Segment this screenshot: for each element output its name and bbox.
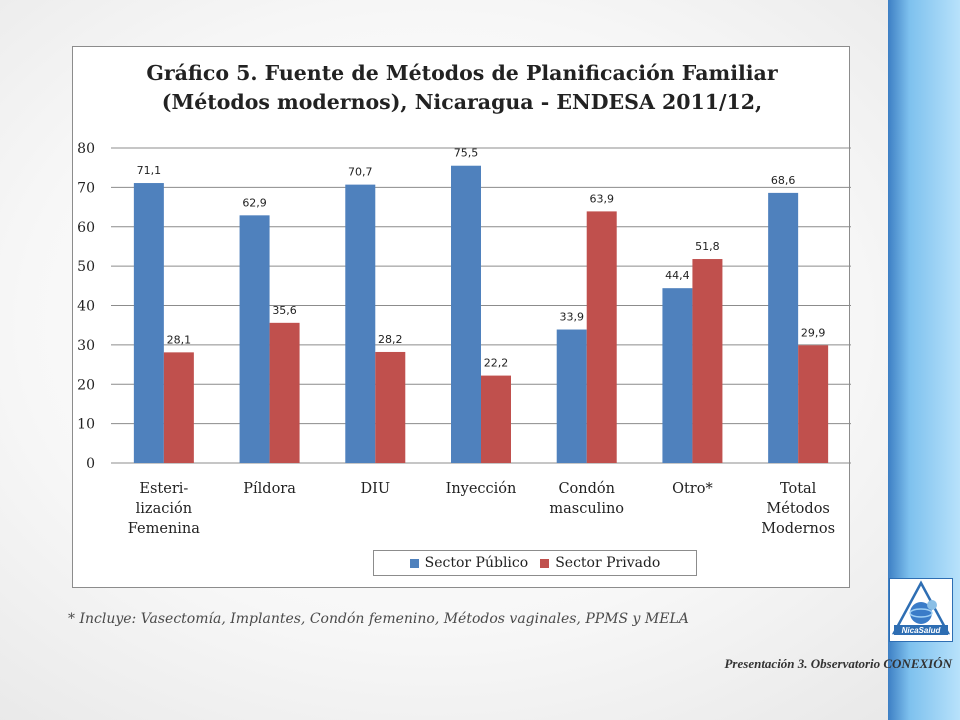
x-tick-label: Otro* (672, 481, 713, 497)
y-tick-label: 50 (77, 259, 95, 275)
bar (345, 184, 376, 463)
bar (662, 288, 693, 463)
x-tick-label: Píldora (243, 481, 296, 497)
x-tick-label: Modernos (761, 521, 835, 537)
data-label: 63,9 (589, 192, 614, 205)
data-label: 70,7 (348, 166, 373, 179)
bar (239, 215, 270, 463)
data-label: 68,6 (771, 174, 796, 187)
x-tick-label: lización (136, 501, 192, 517)
bar (269, 322, 300, 463)
legend-item-sector-publico: Sector Público (409, 555, 529, 571)
nicasalud-logo: NicaSalud (889, 578, 953, 642)
bar (133, 183, 164, 463)
data-label: 71,1 (137, 164, 162, 177)
legend-label-sector-privado: Sector Privado (555, 555, 661, 571)
data-label: 62,9 (242, 196, 266, 209)
y-tick-label: 70 (77, 180, 95, 196)
legend-swatch-sector-privado (540, 558, 550, 568)
chart-legend: Sector Público Sector Privado (373, 550, 697, 576)
x-tick-label: Esteri- (139, 481, 188, 497)
legend-label-sector-publico: Sector Público (424, 555, 529, 571)
y-tick-label: 80 (77, 141, 95, 157)
chart-title-line-1: Gráfico 5. Fuente de Métodos de Planific… (146, 61, 778, 85)
chart-container: Gráfico 5. Fuente de Métodos de Planific… (72, 46, 851, 588)
bar (556, 329, 587, 463)
y-tick-label: 40 (77, 299, 95, 315)
data-label: 28,2 (378, 333, 403, 346)
y-tick-label: 30 (77, 338, 95, 354)
footnote: * Incluye: Vasectomía, Implantes, Condón… (68, 611, 689, 627)
data-label: 33,9 (559, 311, 584, 324)
legend-swatch-sector-publico (409, 558, 419, 568)
bar (163, 352, 194, 463)
logo-text: NicaSalud (902, 626, 942, 635)
bar-chart-plot: 0 10 20 30 40 50 60 70 80 71,1 28,1 Esteri-lización… (77, 141, 851, 537)
chart-title: Gráfico 5. Fuente de Métodos de Planific… (73, 59, 851, 117)
nicasalud-logo-icon: NicaSalud (891, 580, 951, 635)
y-tick-label: 60 (77, 220, 95, 236)
data-label: 44,4 (665, 269, 690, 282)
x-tick-label: Femenina (128, 521, 200, 537)
bar (692, 259, 723, 463)
y-tick-label: 10 (77, 417, 95, 433)
data-label: 35,6 (272, 304, 297, 317)
x-tick-label: masculino (549, 501, 624, 517)
x-tick-label: Condón (558, 481, 615, 497)
bar (586, 211, 617, 463)
y-tick-label: 20 (77, 377, 95, 393)
data-label: 28,1 (167, 333, 192, 346)
y-tick-label: 0 (86, 456, 95, 472)
bar (768, 192, 799, 463)
bar (481, 375, 511, 463)
x-tick-label: DIU (360, 481, 390, 497)
legend-item-sector-privado: Sector Privado (540, 555, 660, 571)
presentation-note: Presentación 3. Observatorio CONEXIÓN (724, 656, 952, 671)
x-tick-label: Inyección (446, 481, 517, 497)
data-label: 75,5 (454, 147, 479, 160)
bar (375, 351, 406, 463)
chart-title-line-2: (Métodos modernos), Nicaragua - ENDESA 2… (161, 90, 763, 114)
x-tick-label: Total (780, 481, 817, 497)
data-label: 51,8 (695, 240, 720, 253)
bar (451, 165, 481, 463)
x-tick-label: Métodos (766, 501, 829, 517)
data-label: 22,2 (484, 357, 509, 370)
bar (798, 345, 829, 463)
data-label: 29,9 (801, 326, 826, 339)
